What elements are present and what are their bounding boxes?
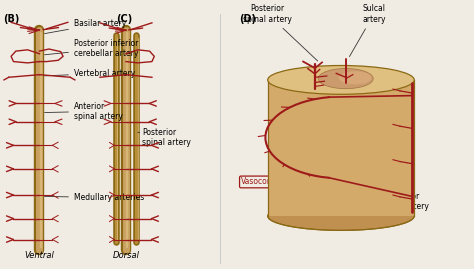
- Text: Anterior
spinal artery: Anterior spinal artery: [380, 192, 429, 211]
- Text: Ventral: Ventral: [25, 252, 55, 260]
- Ellipse shape: [268, 201, 414, 230]
- Text: Vasocorona: Vasocorona: [241, 178, 285, 186]
- Text: Vertebral artery: Vertebral artery: [45, 69, 135, 78]
- Text: Posterior
spinal artery: Posterior spinal artery: [243, 4, 318, 61]
- Ellipse shape: [338, 71, 372, 84]
- Polygon shape: [268, 80, 414, 216]
- Text: Medullary arteries: Medullary arteries: [45, 193, 144, 202]
- Text: (D): (D): [239, 15, 256, 24]
- Text: Posterior
spinal artery: Posterior spinal artery: [138, 128, 191, 147]
- Text: Posterior inferior
cerebellar artery: Posterior inferior cerebellar artery: [45, 39, 138, 58]
- Text: (C): (C): [117, 15, 133, 24]
- Text: Dorsal: Dorsal: [112, 252, 139, 260]
- Text: Anterior
spinal artery: Anterior spinal artery: [45, 102, 123, 121]
- Ellipse shape: [318, 69, 373, 89]
- Text: Sulcal
artery: Sulcal artery: [349, 4, 386, 56]
- Ellipse shape: [268, 66, 414, 94]
- Text: (B): (B): [3, 15, 19, 24]
- Text: Basilar artery: Basilar artery: [45, 19, 126, 34]
